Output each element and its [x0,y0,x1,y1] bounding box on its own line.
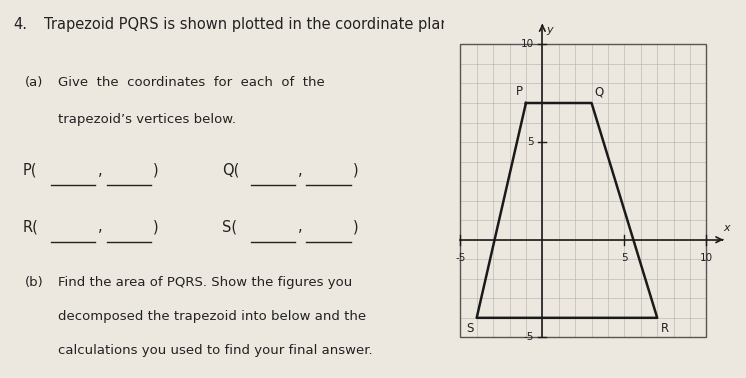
Text: S: S [466,322,474,335]
Text: -5: -5 [455,253,466,263]
Text: decomposed the trapezoid into below and the: decomposed the trapezoid into below and … [57,310,366,323]
Text: ): ) [153,163,159,178]
Text: 5: 5 [621,253,627,263]
Text: 10: 10 [700,253,713,263]
Text: ): ) [353,163,359,178]
Text: (b): (b) [25,276,43,289]
Text: trapezoid’s vertices below.: trapezoid’s vertices below. [57,113,236,126]
Text: Find the area of PQRS. Show the figures you: Find the area of PQRS. Show the figures … [57,276,352,289]
Text: Q: Q [595,85,604,98]
Text: y: y [546,25,553,35]
Text: -5: -5 [524,332,534,342]
Text: Give  the  coordinates  for  each  of  the: Give the coordinates for each of the [57,76,325,88]
Text: Trapezoid PQRS is shown plotted in the coordinate plane below.: Trapezoid PQRS is shown plotted in the c… [45,17,510,32]
Text: x: x [723,223,730,233]
Text: R: R [660,322,668,335]
Text: ,: , [98,163,102,178]
Text: 10: 10 [521,39,534,50]
Text: P(: P( [22,163,37,178]
Text: ,: , [298,219,302,234]
Text: ,: , [98,219,102,234]
Text: ,: , [298,163,302,178]
Text: 4.: 4. [13,17,28,32]
Text: 5: 5 [527,137,534,147]
Text: P: P [515,85,523,98]
Text: R(: R( [22,219,38,234]
Bar [460,44,706,337]
Text: Q(: Q( [222,163,239,178]
Text: (a): (a) [25,76,43,88]
Text: S(: S( [222,219,237,234]
Text: ): ) [153,219,159,234]
Text: ): ) [353,219,359,234]
Text: calculations you used to find your final answer.: calculations you used to find your final… [57,344,372,357]
